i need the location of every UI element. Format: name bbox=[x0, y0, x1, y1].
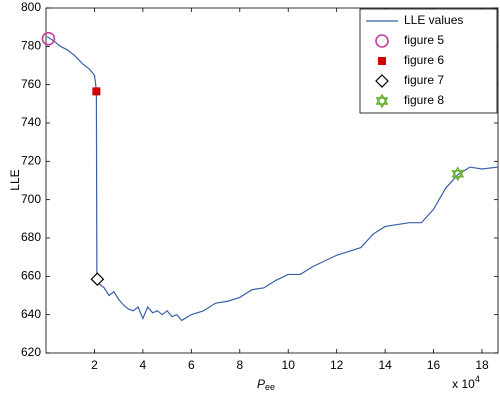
legend-label: LLE values bbox=[404, 13, 463, 27]
data-line bbox=[46, 36, 499, 322]
x-tick-label: 4 bbox=[140, 358, 147, 372]
y-tick-label: 700 bbox=[21, 192, 41, 206]
x-axis-label: Pee bbox=[257, 377, 275, 392]
y-axis-label: LLE bbox=[8, 169, 22, 190]
x-tick-label: 14 bbox=[378, 358, 392, 372]
x-tick-label: 12 bbox=[330, 358, 344, 372]
marker-square bbox=[92, 87, 101, 96]
x-tick-label: 10 bbox=[282, 358, 296, 372]
y-tick-label: 640 bbox=[21, 307, 41, 321]
x-multiplier-base: x 10 bbox=[452, 377, 475, 391]
x-tick-label: 16 bbox=[427, 358, 441, 372]
x-axis-label-subscript: ee bbox=[265, 382, 275, 392]
x-axis-label-main: P bbox=[257, 377, 265, 391]
x-tick-label: 18 bbox=[475, 358, 489, 372]
y-tick-label: 760 bbox=[21, 77, 41, 91]
legend-label: figure 6 bbox=[404, 53, 444, 67]
x-multiplier-exponent: 4 bbox=[475, 374, 480, 384]
x-tick-label: 8 bbox=[236, 358, 243, 372]
marker-hexagram bbox=[451, 166, 465, 182]
marker-diamond bbox=[375, 74, 389, 88]
y-tick-label: 660 bbox=[21, 269, 41, 283]
y-tick-label: 680 bbox=[21, 230, 41, 244]
y-tick-label: 740 bbox=[21, 115, 41, 129]
y-tick-label: 800 bbox=[21, 0, 41, 14]
marker-square bbox=[378, 57, 386, 65]
marker-hexagram bbox=[375, 93, 389, 109]
x-tick-label: 6 bbox=[188, 358, 195, 372]
legend-label: figure 7 bbox=[404, 73, 444, 87]
plot-area bbox=[45, 7, 499, 354]
x-tick-label: 2 bbox=[91, 358, 98, 372]
marker-circle bbox=[41, 31, 56, 46]
x-multiplier: x 104 bbox=[452, 374, 480, 391]
y-tick-label: 780 bbox=[21, 39, 41, 53]
marker-diamond bbox=[90, 272, 105, 287]
legend-label: figure 5 bbox=[404, 33, 444, 47]
y-tick-label: 720 bbox=[21, 154, 41, 168]
y-tick-label: 620 bbox=[21, 345, 41, 359]
marker-circle bbox=[375, 34, 389, 48]
legend-label: figure 8 bbox=[404, 93, 444, 107]
